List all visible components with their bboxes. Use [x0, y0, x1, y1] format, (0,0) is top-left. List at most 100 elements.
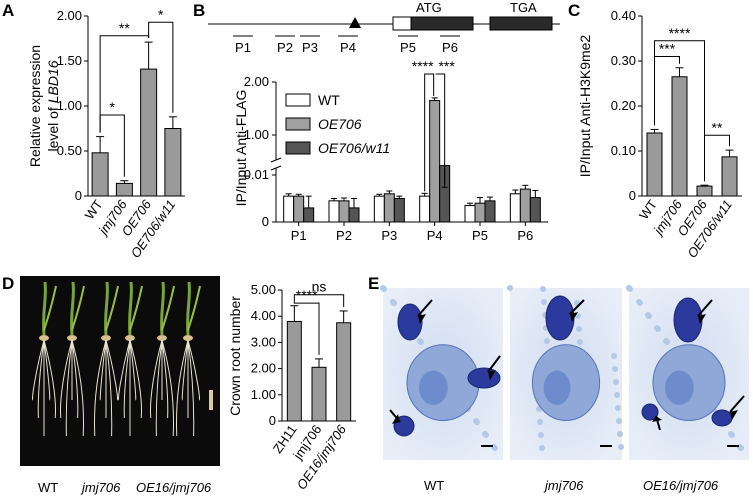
chart-b: ATG TGA P1 P2 P3 P4 P5 P6 0 0.01 1.00 2.00IP/Input …: [208, 0, 560, 243]
significance-label: **: [712, 119, 723, 135]
bar: [140, 68, 158, 197]
tissue-cell: [617, 431, 623, 437]
root-primordium: [711, 409, 733, 427]
y-tick-label: 1.00: [244, 127, 269, 142]
root-primordium: [641, 403, 659, 421]
significance-bracket: [293, 301, 320, 355]
y-tick-label: 3.00: [251, 334, 276, 349]
chart-a: 00.501.001.502.00WTjmj706OE706OE706/w11*…: [27, 6, 185, 261]
bar: [383, 193, 395, 223]
seedling: [149, 281, 175, 437]
panel-label-c: C: [568, 1, 580, 20]
seedling-leaf: [187, 285, 201, 331]
bar: [115, 182, 133, 197]
bar: [328, 200, 340, 223]
seedling: [176, 281, 201, 437]
tissue-cell: [613, 379, 619, 385]
seedling-root: [161, 339, 169, 419]
bar: [164, 128, 182, 197]
seedling-leaf: [105, 285, 119, 331]
bar: [519, 188, 531, 223]
tissue-cell: [381, 286, 387, 292]
x-tick-label: P3: [381, 228, 397, 243]
tissue-cell: [540, 286, 546, 292]
tissue-cell: [507, 285, 513, 291]
seedling-leaf: [161, 285, 175, 331]
tissue-cell: [544, 338, 550, 344]
x-tick-label: P6: [517, 228, 533, 243]
bar: [338, 200, 350, 223]
bar: [429, 100, 441, 223]
y-tick-label: 0.30: [611, 53, 636, 68]
legend-swatch: [285, 117, 311, 131]
bar: [311, 366, 327, 422]
y-tick-label: 5.00: [251, 282, 276, 297]
y-axis-label: Crown root number: [227, 296, 243, 416]
bar: [419, 195, 431, 223]
x-tick-label: P4: [427, 228, 443, 243]
y-tick-label: 0: [269, 413, 276, 428]
tissue-cell: [616, 418, 622, 424]
seedling-root: [149, 339, 163, 419]
legend-entry: WT: [318, 92, 340, 108]
panel-label-e: E: [368, 274, 379, 293]
scale-bar: [209, 390, 213, 410]
tissue-cell: [615, 405, 621, 411]
photo-d-label-3: OE16/jmj706: [136, 480, 212, 495]
seedling-seed: [157, 335, 167, 341]
y-tick-label: 2.00: [251, 361, 276, 376]
y-tick-label: 0: [75, 188, 82, 203]
arrow-head: [730, 410, 738, 420]
seedling-root: [43, 339, 51, 401]
y-axis-label-prefix: level of: [45, 103, 61, 151]
seedling-root: [37, 339, 45, 419]
seedling: [31, 281, 57, 436]
tissue-cell: [618, 444, 624, 450]
bar: [646, 132, 663, 197]
bar: [91, 152, 109, 197]
axis-break-mark: [270, 165, 282, 171]
seedling-root: [105, 339, 119, 401]
tissue-cell: [627, 286, 633, 292]
y-axis-label-2: level of LBD16: [45, 60, 61, 151]
arrow-head: [698, 314, 706, 324]
micrograph-2: [507, 285, 624, 460]
tissue-cell: [664, 339, 670, 345]
legend-swatch: [285, 141, 311, 155]
photo-e-label-2: jmj706: [543, 478, 584, 493]
x-tick-label: P1: [291, 228, 307, 243]
seedling-root: [99, 339, 107, 401]
seedling-photo: [20, 276, 220, 466]
tissue-cell: [729, 432, 735, 438]
photo-e-label-3: OE16/jmj706: [643, 478, 719, 493]
significance-label: ****: [669, 25, 691, 41]
seedling: [59, 281, 85, 437]
seedling-seed: [39, 335, 49, 341]
seedling-root: [187, 339, 201, 401]
seedling-root: [123, 339, 131, 419]
seedling-root: [59, 339, 73, 419]
x-tick-label: P2: [336, 228, 352, 243]
photo-d-label-1: WT: [38, 480, 58, 495]
bar: [348, 207, 360, 223]
root-primordium: [545, 295, 575, 341]
panel-label-d: D: [2, 274, 14, 293]
exon-box-2: [489, 16, 553, 31]
y-axis-label: IP/Input Anti-FLAG: [233, 90, 249, 207]
panel-label-a: A: [2, 1, 14, 20]
tissue-cell: [391, 300, 397, 306]
exon-box-1: [410, 16, 474, 31]
seedling-root: [129, 339, 143, 419]
axis-break-mark: [270, 157, 282, 163]
seedling: [94, 281, 119, 437]
y-tick-label: 0: [262, 214, 269, 229]
stop-codon-label: TGA: [510, 0, 537, 15]
seedling-root: [71, 339, 84, 437]
significance-label: ***: [659, 41, 676, 57]
tissue-cell: [646, 313, 652, 319]
seedling-seed: [67, 335, 77, 341]
bar: [286, 320, 302, 422]
tissue-cell: [576, 326, 582, 332]
y-tick-label: 0.50: [57, 143, 82, 158]
